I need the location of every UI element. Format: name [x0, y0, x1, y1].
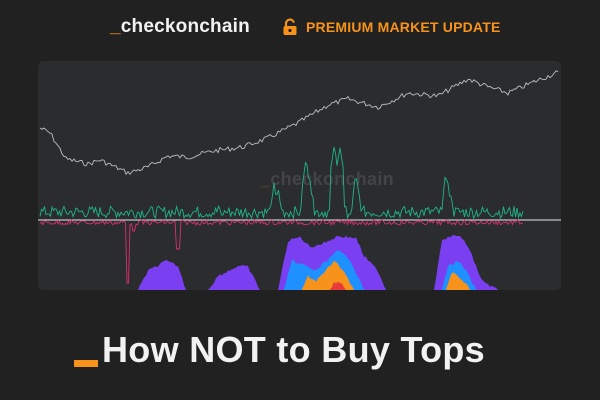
positive-oscillator — [39, 147, 524, 220]
band-purple — [208, 265, 260, 290]
price-line — [39, 70, 559, 176]
band-red — [330, 281, 346, 290]
title-row: How NOT to Buy Tops — [74, 330, 485, 370]
chart-card: _checkonchain — [38, 61, 561, 290]
title-accent-bar — [74, 360, 98, 367]
premium-badge: PREMIUM MARKET UPDATE — [282, 18, 501, 36]
lock-icon — [283, 18, 297, 35]
oscillator-chart — [38, 70, 561, 290]
negative-oscillator — [39, 218, 524, 284]
band-orange — [446, 272, 470, 290]
brand-name: checkonchain — [120, 16, 250, 37]
brand-logo: _ checkonchain — [110, 16, 250, 38]
band-purple — [138, 259, 186, 290]
band-orange — [302, 260, 354, 290]
brand-underscore: _ — [110, 16, 121, 37]
page-title: How NOT to Buy Tops — [102, 329, 485, 370]
premium-label: PREMIUM MARKET UPDATE — [306, 19, 501, 35]
header: _ checkonchain PREMIUM MARKET UPDATE — [0, 14, 600, 44]
